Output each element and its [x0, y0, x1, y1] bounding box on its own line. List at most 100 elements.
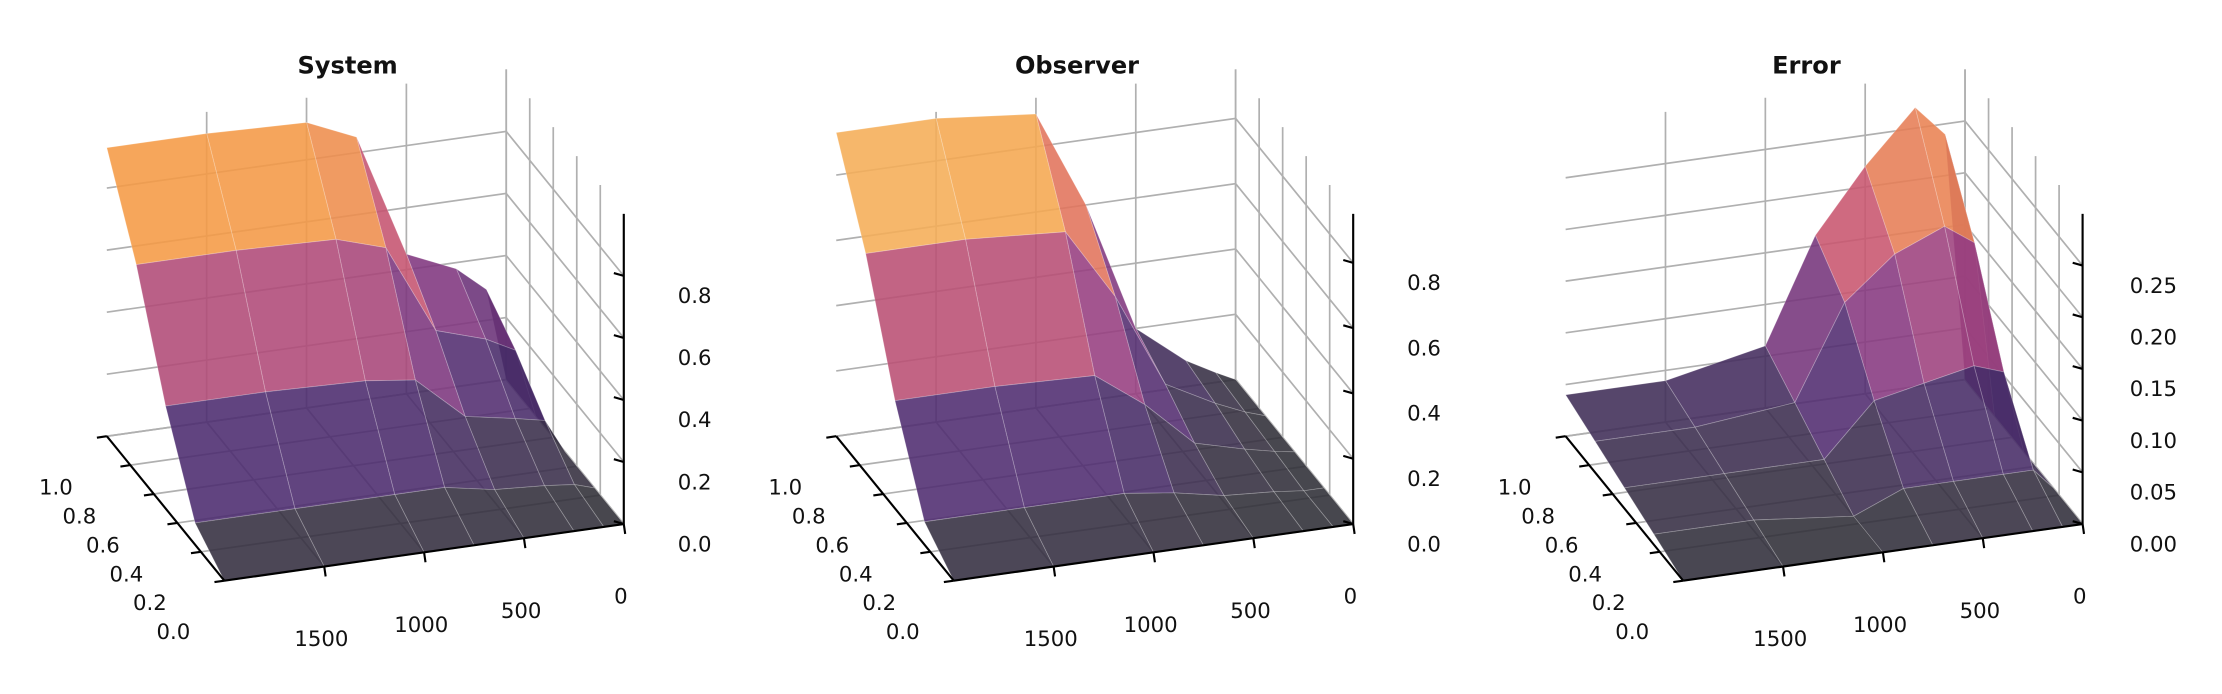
z-tick-label: 0.8 [1407, 271, 1441, 296]
x-tick-label: 0.6 [815, 533, 849, 558]
y-tick-label: 0 [1344, 585, 1358, 610]
y-tick-label: 1000 [1853, 613, 1907, 638]
x-tick [167, 521, 178, 526]
surface-layer [106, 106, 2084, 582]
z-tick [2072, 520, 2083, 526]
x-axis [835, 435, 955, 582]
x-tick [1579, 464, 1590, 468]
y-tick-label: 1000 [1124, 613, 1178, 638]
z-tick-label: 0.20 [2130, 326, 2177, 351]
z-tick-label: 0.0 [678, 532, 712, 557]
x-tick-label: 0.8 [1521, 505, 1555, 530]
z-tick-label: 0.05 [2130, 481, 2177, 506]
z-tick [613, 520, 625, 526]
surface-patch [1564, 380, 1696, 442]
y-tick-label: 500 [1230, 599, 1271, 624]
z-tick-label: 0.10 [2130, 429, 2177, 454]
y-tick [1881, 552, 1886, 563]
z-tick [2072, 313, 2083, 319]
z-tick-label: 0.4 [1407, 402, 1441, 427]
x-tick-label: 0.6 [1545, 533, 1579, 558]
x-tick-label: 1.0 [1498, 476, 1532, 501]
grid-line [1565, 171, 2084, 318]
z-tick [1342, 258, 1354, 264]
x-tick-label: 0.4 [109, 562, 143, 587]
x-tick-label: 0.2 [1592, 591, 1626, 616]
x-tick [873, 492, 884, 497]
z-tick [2072, 468, 2083, 474]
z-tick-label: 0.8 [678, 284, 712, 309]
y-tick-label: 1500 [1024, 627, 1078, 652]
x-tick-label: 0.8 [792, 505, 826, 530]
z-tick [613, 272, 625, 277]
x-tick [190, 550, 202, 555]
x-tick-label: 0.0 [1615, 620, 1649, 645]
x-tick [943, 579, 954, 584]
surface-patch [165, 391, 296, 524]
z-tick-label: 0.25 [2130, 274, 2177, 299]
z-tick [1342, 389, 1354, 395]
surface-patch [1623, 473, 1755, 535]
x-tick [143, 492, 154, 497]
z-tick-label: 0.6 [1407, 336, 1441, 361]
x-tick [1626, 521, 1637, 526]
z-tick-label: 0.2 [1407, 467, 1441, 492]
y-tick [522, 538, 527, 549]
z-tick [613, 334, 625, 339]
z-tick-label: 0.15 [2130, 377, 2177, 402]
x-tick [920, 550, 931, 555]
y-tick-label: 0 [614, 585, 628, 610]
x-tick [120, 464, 131, 468]
x-tick-label: 0.4 [1568, 562, 1602, 587]
x-tick [849, 464, 860, 468]
chart-title: Error [1772, 52, 1841, 80]
y-tick-label: 500 [501, 599, 542, 624]
y-tick [1052, 566, 1057, 577]
y-tick [1981, 538, 1986, 549]
y-tick [423, 552, 427, 563]
chart-title: System [297, 52, 397, 80]
x-tick [1673, 579, 1684, 584]
y-tick [1781, 566, 1786, 577]
y-tick-label: 1500 [294, 627, 348, 652]
z-tick [1342, 454, 1354, 460]
x-tick [896, 521, 907, 526]
z-tick [613, 458, 625, 464]
z-tick-label: 0.4 [678, 408, 712, 433]
x-tick-label: 0.4 [839, 562, 873, 587]
x-tick [214, 579, 225, 584]
z-tick [613, 396, 625, 401]
z-tick-label: 0.0 [1407, 532, 1441, 557]
y-tick [622, 523, 627, 535]
x-tick-label: 0.8 [62, 505, 96, 530]
z-tick-label: 0.6 [678, 346, 712, 371]
x-tick [1555, 435, 1566, 439]
surface-patch [1594, 426, 1725, 489]
surface-patch [135, 249, 266, 407]
x-tick-label: 0.0 [157, 620, 191, 645]
x-tick-label: 1.0 [768, 476, 802, 501]
y-tick-label: 1500 [1753, 627, 1807, 652]
surface-patch [894, 386, 1025, 523]
y-tick [1152, 552, 1156, 563]
x-tick-label: 1.0 [39, 476, 73, 501]
grid-line [1565, 120, 2084, 267]
y-tick [2081, 523, 2086, 535]
z-tick [2072, 416, 2083, 422]
x-axis [106, 435, 226, 582]
x-axis [1564, 435, 1685, 582]
y-tick-label: 500 [1960, 599, 2001, 624]
y-tick-label: 0 [2073, 585, 2087, 610]
chart-title: Observer [1015, 52, 1139, 80]
x-tick-label: 0.0 [886, 620, 920, 645]
z-tick [1342, 520, 1354, 526]
x-tick-label: 0.2 [862, 591, 896, 616]
x-tick [1602, 492, 1613, 497]
z-tick-label: 0.2 [678, 470, 712, 495]
y-tick [323, 566, 327, 577]
x-tick [96, 435, 107, 439]
y-tick [1252, 538, 1256, 549]
x-tick-label: 0.6 [86, 533, 120, 558]
